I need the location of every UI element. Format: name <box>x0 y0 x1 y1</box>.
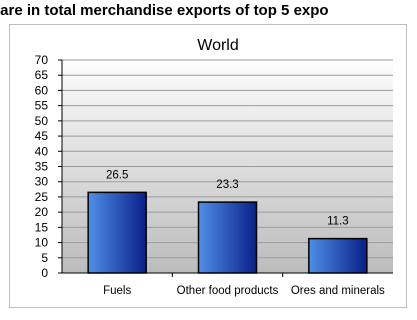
page-heading-text: hare in total merchandise exports of top… <box>0 2 329 19</box>
y-tick-label-55: 55 <box>35 99 49 113</box>
bars <box>87 191 368 274</box>
chart-title: World <box>197 37 239 54</box>
page-heading: hare in total merchandise exports of top… <box>0 0 417 24</box>
data-label-fuels: 26.5 <box>106 169 128 181</box>
y-tick-label-50: 50 <box>35 114 49 128</box>
y-tick-label-70: 70 <box>35 53 49 67</box>
y-tick-label-65: 65 <box>35 68 49 82</box>
y-tick-label-30: 30 <box>35 175 49 189</box>
bar-ores-and-minerals <box>308 237 368 274</box>
y-tick-label-5: 5 <box>41 251 48 265</box>
data-labels: 26.5 23.3 11.3 <box>106 169 349 227</box>
data-label-other-food-products: 23.3 <box>216 179 238 191</box>
axes <box>58 59 393 277</box>
bar-fuels <box>87 191 147 274</box>
bar-other-food-products <box>197 201 258 274</box>
y-tick-label-40: 40 <box>35 144 49 158</box>
y-tick-label-10: 10 <box>35 236 49 250</box>
y-tick-label-45: 45 <box>35 129 49 143</box>
y-tick-label-25: 25 <box>35 190 49 204</box>
x-label-fuels: Fuels <box>103 285 131 297</box>
y-tick-label-15: 15 <box>35 220 49 234</box>
y-tick-label-0: 0 <box>41 266 48 280</box>
x-label-ores-and-minerals: Ores and minerals <box>291 285 385 297</box>
x-label-other-food-products: Other food products <box>177 285 279 297</box>
y-tick-label-35: 35 <box>35 160 49 174</box>
y-tick-label-60: 60 <box>35 83 49 97</box>
y-tick-label-20: 20 <box>35 205 49 219</box>
x-axis-labels: Fuels Other food products Ores and mineral… <box>103 285 385 297</box>
data-label-ores-and-minerals: 11.3 <box>327 216 349 228</box>
